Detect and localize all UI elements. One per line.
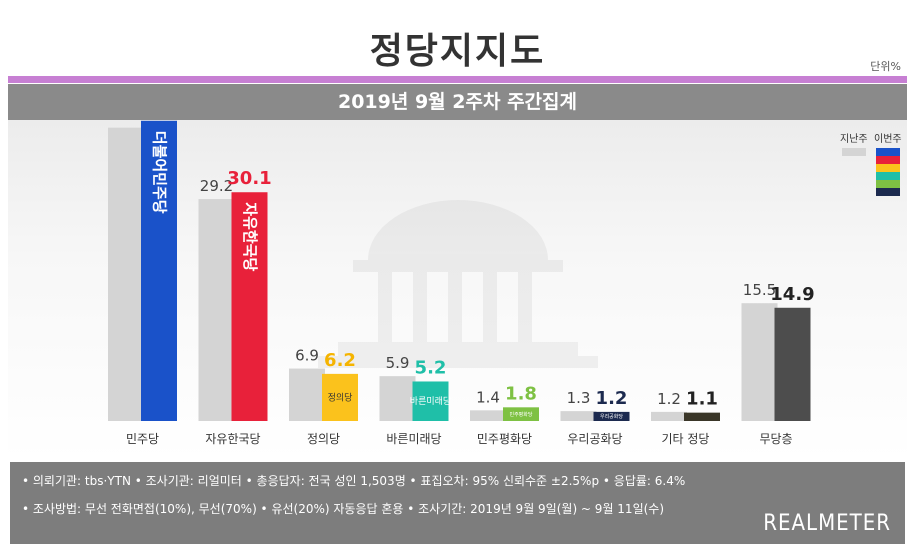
legend-prev-swatch <box>842 148 866 156</box>
legend-prev-label: 지난주 <box>840 134 868 145</box>
value-label-prev-c6: 1.2 <box>657 390 681 408</box>
value-label-curr-c2: 6.2 <box>324 350 356 371</box>
plot-area: 38.639.5민주당더불어민주당29.230.1자유한국당자유한국당6.96.… <box>8 120 907 460</box>
survey-note-line2: • 조사방법: 무선 전화면접(10%), 무선(70%) • 유선(20%) … <box>22 502 665 516</box>
value-label-prev-c3: 5.9 <box>386 354 410 372</box>
value-label-prev-c0: 38.6 <box>109 120 142 124</box>
bar-curr-c4 <box>503 407 539 421</box>
bar-curr-c1 <box>231 192 268 421</box>
bar-prev-c5 <box>560 411 597 421</box>
bar-party-logo-c2: 정의당 <box>328 392 353 403</box>
bar-party-logo-c4: 민주평화당 <box>509 411 532 418</box>
legend-swatch-4 <box>876 180 900 188</box>
survey-notes: • 의뢰기관: tbs·YTN • 조사기관: 리얼미터 • 총응답자: 전국 … <box>10 462 905 544</box>
page-title: 정당지지도 <box>369 31 546 72</box>
value-label-curr-c4: 1.8 <box>505 383 537 404</box>
bar-curr-c3 <box>412 381 449 421</box>
legend-swatch-5 <box>876 188 900 196</box>
legend-swatch-1 <box>876 156 900 164</box>
value-label-curr-c3: 5.2 <box>415 357 447 378</box>
category-label-c3: 바른미래당 <box>386 432 441 446</box>
bar-prev-c3 <box>379 376 416 421</box>
value-label-prev-c7: 15.5 <box>743 281 776 299</box>
value-label-curr-c6: 1.1 <box>686 389 718 410</box>
legend-swatch-2 <box>876 164 900 172</box>
bar-party-logo-c3: 바른미래당 <box>410 396 451 407</box>
accent-divider <box>8 76 907 83</box>
bar-chart: 38.639.5민주당더불어민주당29.230.1자유한국당자유한국당6.96.… <box>108 120 815 446</box>
bar-party-logo-c1: 자유한국당 <box>241 202 259 271</box>
value-label-curr-c1: 30.1 <box>227 168 271 189</box>
value-label-prev-c5: 1.3 <box>567 389 591 407</box>
bar-prev-c4 <box>470 410 506 421</box>
category-label-c2: 정의당 <box>307 432 340 446</box>
bar-prev-c0 <box>108 127 144 421</box>
bar-party-logo-c5: 우리공화당 <box>600 413 623 420</box>
legend-swatch-0 <box>876 148 900 156</box>
value-label-curr-c7: 14.9 <box>770 284 814 305</box>
unit-label: 단위% <box>870 60 901 73</box>
value-label-prev-c2: 6.9 <box>295 347 319 365</box>
bar-party-logo-c0: 더불어민주당 <box>151 131 169 214</box>
bar-prev-c1 <box>198 199 235 421</box>
survey-note-line1: • 의뢰기관: tbs·YTN • 조사기관: 리얼미터 • 총응답자: 전국 … <box>22 474 686 488</box>
subtitle-band: 2019년 9월 2주차 주간집계 <box>8 84 907 120</box>
bar-curr-c2 <box>322 373 358 421</box>
category-label-c4: 민주평화당 <box>477 432 532 446</box>
bar-prev-c6 <box>651 411 687 421</box>
category-label-c0: 민주당 <box>126 432 159 446</box>
category-label-c1: 자유한국당 <box>205 432 260 446</box>
bar-curr-c7 <box>774 307 811 421</box>
legend-swatch-3 <box>876 172 900 180</box>
bar-curr-c5 <box>593 411 630 421</box>
category-label-c7: 무당층 <box>759 432 792 446</box>
bar-prev-c2 <box>289 368 325 421</box>
brand-logo: REALMETER <box>763 511 891 536</box>
value-label-prev-c4: 1.4 <box>476 388 500 406</box>
legend-curr-label: 이번주 <box>874 134 902 145</box>
legend-curr-swatches <box>876 148 900 196</box>
value-label-prev-c1: 29.2 <box>200 177 233 195</box>
category-label-c5: 우리공화당 <box>567 432 622 446</box>
assembly-watermark <box>318 200 598 368</box>
bar-curr-c6 <box>684 412 720 421</box>
category-label-c6: 기타 정당 <box>662 432 710 446</box>
bar-curr-c0 <box>141 120 177 422</box>
value-label-curr-c5: 1.2 <box>596 388 628 409</box>
bar-prev-c7 <box>741 303 778 421</box>
